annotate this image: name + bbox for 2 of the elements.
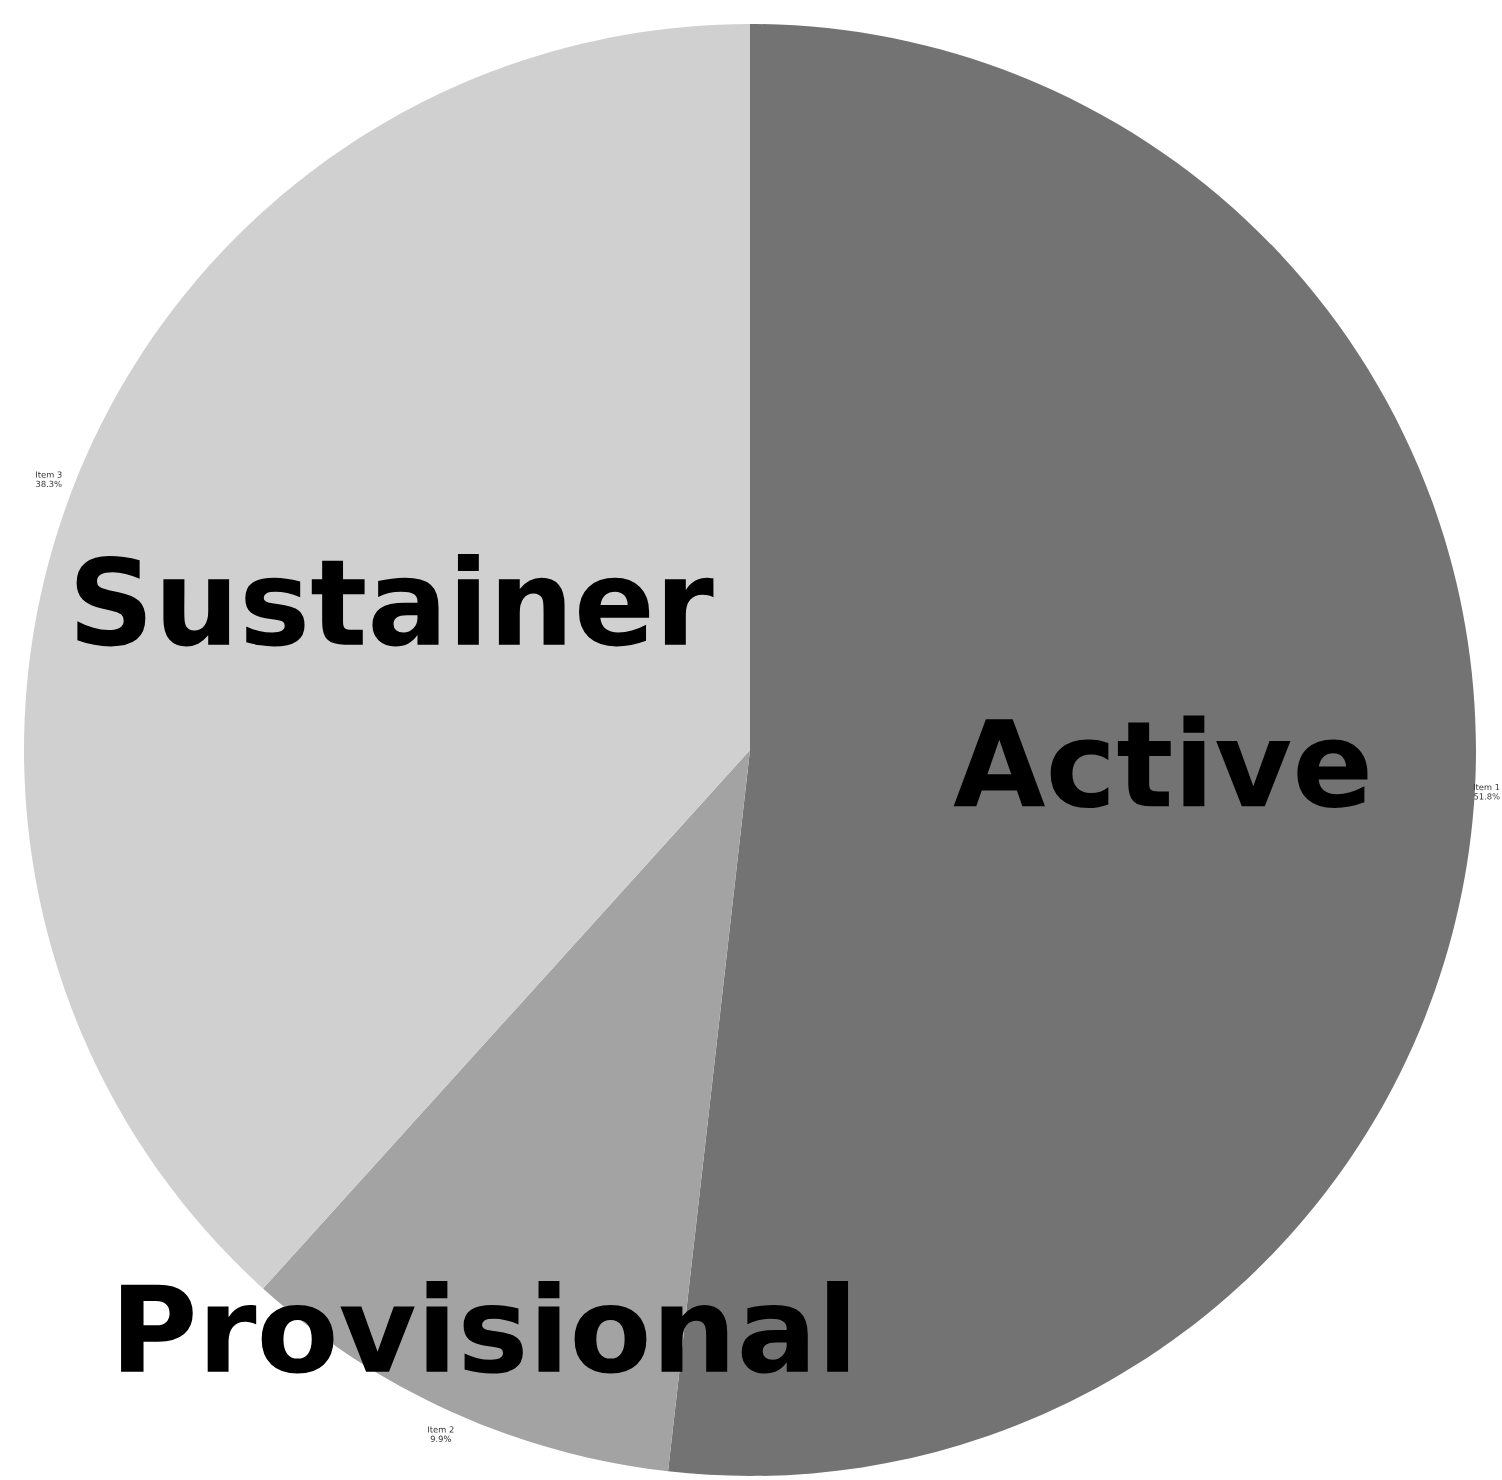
slice-label: Sustainer [76, 553, 714, 647]
slice-label: Active [953, 715, 1368, 809]
